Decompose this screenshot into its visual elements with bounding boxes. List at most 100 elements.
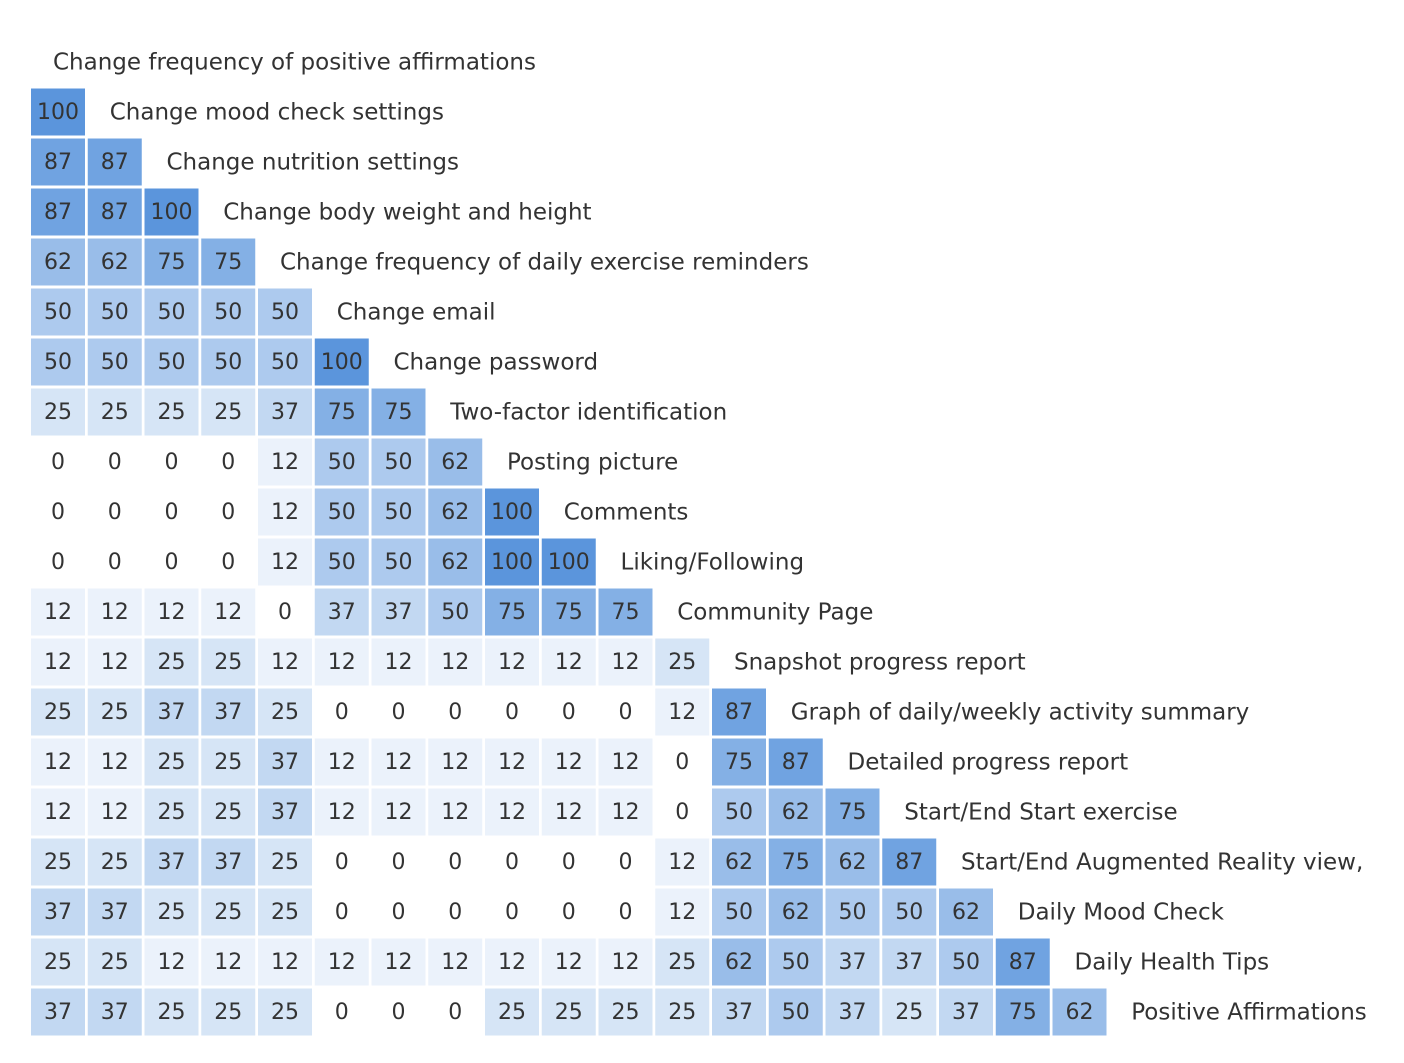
cell-value: 75 [612,600,640,625]
cell [144,838,199,886]
cell [371,438,426,486]
cell-value: 12 [214,600,242,625]
cell [258,338,312,386]
cell-value: 0 [108,550,122,575]
cell-value: 62 [782,900,810,925]
cell [87,988,142,1036]
cell-value: 87 [44,200,72,225]
cell-value: 12 [668,700,696,725]
cell-value: 50 [44,350,72,375]
cell [87,688,142,736]
cell [144,638,199,686]
cell-value: 0 [562,900,576,925]
cell [87,788,142,836]
cell [87,438,142,486]
cell-value: 0 [392,850,406,875]
cell-value: 37 [895,950,923,975]
cell-value: 12 [385,800,413,825]
cell [428,638,483,686]
cell-value: 50 [385,450,413,475]
row-label: Daily Health Tips [1075,950,1270,976]
cell-value: 12 [271,500,299,525]
cell-value: 25 [612,1000,640,1025]
cell [201,938,256,986]
cell-value: 12 [385,750,413,775]
cell [144,738,199,786]
cell [258,688,312,736]
cell-value: 75 [782,850,810,875]
cell [598,738,653,786]
cell [201,888,256,936]
row-label: Positive Affirmations [1131,1000,1367,1026]
cell [712,938,766,986]
cell-value: 12 [101,650,129,675]
cell [882,988,937,1036]
cell-value: 50 [214,350,242,375]
cell [712,788,766,836]
cell [31,688,85,736]
cell [31,338,85,386]
cell [87,838,142,886]
cell-value: 12 [555,800,583,825]
cell-value: 87 [782,750,810,775]
cell-value: 12 [555,650,583,675]
cell [882,888,937,936]
cell-value: 87 [725,700,753,725]
cell [201,388,256,436]
cell-value: 50 [328,550,356,575]
row-label: Snapshot progress report [734,650,1026,676]
cell [655,938,710,986]
cell [201,588,256,636]
cell-value: 0 [108,500,122,525]
cell-value: 12 [44,650,72,675]
cell [541,888,596,936]
cell [201,638,256,686]
cell-value: 0 [335,1000,349,1025]
cell [995,938,1050,986]
cell [371,738,426,786]
cell [768,988,823,1036]
cell-value: 87 [1009,950,1037,975]
cell [485,788,539,836]
cell [485,938,539,986]
cell [485,988,539,1036]
cell-value: 25 [668,650,696,675]
cell-value: 75 [498,600,526,625]
cell [31,988,85,1036]
cell [712,738,766,786]
cell-value: 50 [725,900,753,925]
cell-value: 75 [214,250,242,275]
cell [825,838,880,886]
cell-value: 50 [952,950,980,975]
cell-value: 0 [165,500,179,525]
cell-value: 12 [271,450,299,475]
cell [31,288,85,336]
cell [314,838,369,886]
cell [31,638,85,686]
cell-value: 12 [328,800,356,825]
cell-value: 12 [555,750,583,775]
cell-value: 37 [328,600,356,625]
cell [144,938,199,986]
cell-value: 37 [214,850,242,875]
cell-value: 62 [44,250,72,275]
row-label: Change mood check settings [110,100,444,126]
cell [598,988,653,1036]
cell-value: 50 [385,550,413,575]
cell-value: 37 [44,900,72,925]
cell-value: 87 [44,150,72,175]
cell [87,338,142,386]
cell-value: 25 [555,1000,583,1025]
row-label: Change frequency of daily exercise remin… [280,250,809,276]
cell [655,788,710,836]
cell [31,588,85,636]
cell [31,438,85,486]
cell [939,988,993,1036]
row-label: Start/End Start exercise [904,800,1177,826]
cell-value: 12 [612,800,640,825]
cell-value: 62 [725,950,753,975]
cell-value: 50 [271,300,299,325]
cell-value: 25 [271,900,299,925]
cell [485,838,539,886]
cell-value: 75 [328,400,356,425]
